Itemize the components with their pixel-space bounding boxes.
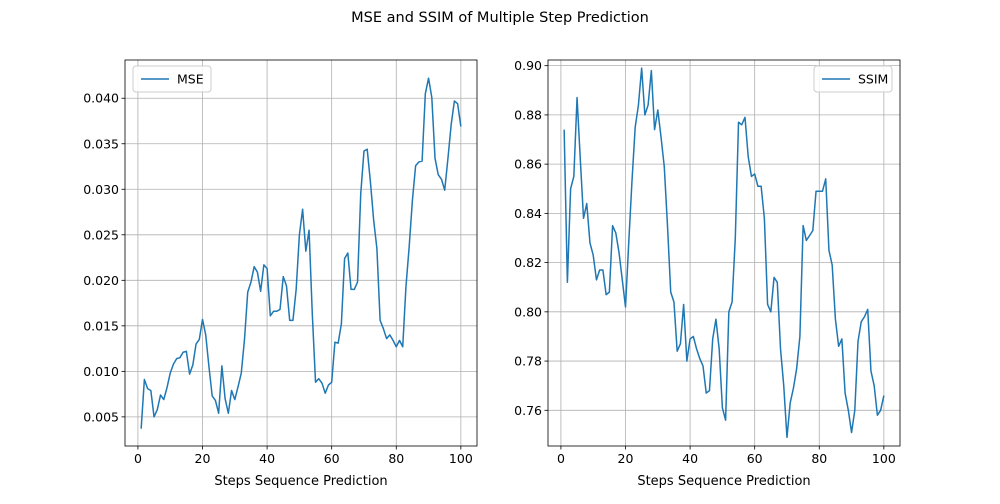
mse-y-tick-label: 0.025 (83, 227, 119, 242)
ssim-x-tick-label: 100 (872, 451, 896, 466)
mse-y-tick-label: 0.020 (83, 273, 119, 288)
ssim-x-axis-label: Steps Sequence Prediction (637, 474, 810, 489)
ssim-y-tick-label: 0.78 (514, 354, 542, 369)
ssim-axes-frame (547, 59, 901, 447)
ssim-y-tick-label: 0.86 (514, 157, 542, 172)
ssim-x-tick-label: 80 (811, 451, 827, 466)
mse-legend: MSE (132, 65, 212, 93)
ssim-x-tick-label: 0 (557, 451, 565, 466)
figure-title: MSE and SSIM of Multiple Step Prediction (351, 10, 649, 26)
mse-chart-panel: 0 20 40 60 80 100 0.005 0.010 0.015 0.020 0.025 0.0… (83, 59, 478, 489)
mse-y-tick-label: 0.005 (83, 409, 119, 424)
mse-x-tick-label: 40 (259, 451, 275, 466)
ssim-y-tick-label: 0.80 (514, 304, 542, 319)
ssim-y-tick-label: 0.76 (514, 403, 542, 418)
ssim-legend: SSIM (813, 65, 893, 93)
mse-x-tick-label: 60 (324, 451, 340, 466)
ssim-y-tick-label: 0.88 (514, 107, 542, 122)
mse-y-tick-label: 0.035 (83, 136, 119, 151)
mse-y-tick-label: 0.015 (83, 318, 119, 333)
ssim-y-tick-label: 0.90 (514, 58, 542, 73)
ssim-legend-label: SSIM (858, 72, 888, 87)
ssim-x-tick-label: 20 (618, 451, 634, 466)
ssim-x-tick-label: 40 (682, 451, 698, 466)
mse-y-tick-label: 0.040 (83, 91, 119, 106)
mse-legend-label: MSE (177, 72, 204, 87)
mse-x-tick-label: 80 (388, 451, 404, 466)
ssim-y-tick-label: 0.84 (514, 206, 542, 221)
ssim-chart-panel: 0 20 40 60 80 100 0.76 0.78 0.80 0.82 0.84 0.86 0.88… (514, 58, 901, 489)
ssim-legend-box (813, 65, 893, 93)
mse-x-tick-label: 100 (449, 451, 473, 466)
mse-legend-box (132, 65, 212, 93)
mse-x-axis-label: Steps Sequence Prediction (214, 474, 387, 489)
ssim-y-tick-label: 0.82 (514, 255, 542, 270)
mse-y-tick-label: 0.030 (83, 182, 119, 197)
ssim-x-tick-label: 60 (747, 451, 763, 466)
mse-x-tick-label: 0 (134, 451, 142, 466)
mse-x-tick-label: 20 (195, 451, 211, 466)
mse-y-tick-label: 0.010 (83, 364, 119, 379)
ssim-series-line (563, 67, 885, 439)
mse-axes-frame (124, 59, 478, 447)
mse-series-line (140, 77, 462, 429)
